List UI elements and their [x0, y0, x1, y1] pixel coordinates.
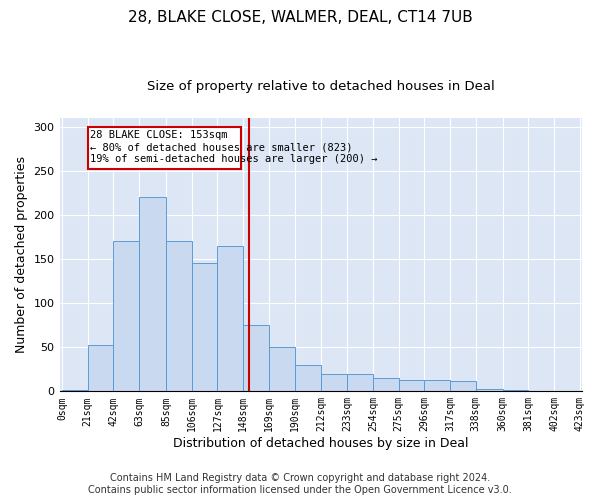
- Bar: [62, 390, 88, 392]
- Bar: [166, 242, 192, 392]
- Title: Size of property relative to detached houses in Deal: Size of property relative to detached ho…: [147, 80, 495, 93]
- Bar: [450, 380, 476, 392]
- FancyBboxPatch shape: [88, 126, 241, 169]
- Text: 28, BLAKE CLOSE, WALMER, DEAL, CT14 7UB: 28, BLAKE CLOSE, WALMER, DEAL, CT14 7UB: [128, 10, 472, 25]
- Text: 28 BLAKE CLOSE: 153sqm: 28 BLAKE CLOSE: 153sqm: [90, 130, 227, 140]
- Bar: [424, 380, 450, 392]
- Bar: [88, 346, 113, 392]
- Bar: [113, 242, 139, 392]
- Bar: [269, 347, 295, 392]
- Text: ← 80% of detached houses are smaller (823): ← 80% of detached houses are smaller (82…: [90, 142, 353, 152]
- Bar: [398, 380, 424, 392]
- Bar: [295, 365, 322, 392]
- Bar: [373, 378, 398, 392]
- Bar: [503, 390, 529, 392]
- Y-axis label: Number of detached properties: Number of detached properties: [15, 156, 28, 353]
- Bar: [192, 264, 217, 392]
- Bar: [243, 325, 269, 392]
- X-axis label: Distribution of detached houses by size in Deal: Distribution of detached houses by size …: [173, 437, 469, 450]
- Bar: [476, 388, 503, 392]
- Bar: [139, 197, 166, 392]
- Text: 19% of semi-detached houses are larger (200) →: 19% of semi-detached houses are larger (…: [90, 154, 377, 164]
- Bar: [347, 374, 373, 392]
- Bar: [217, 246, 243, 392]
- Bar: [322, 374, 347, 392]
- Text: Contains HM Land Registry data © Crown copyright and database right 2024.
Contai: Contains HM Land Registry data © Crown c…: [88, 474, 512, 495]
